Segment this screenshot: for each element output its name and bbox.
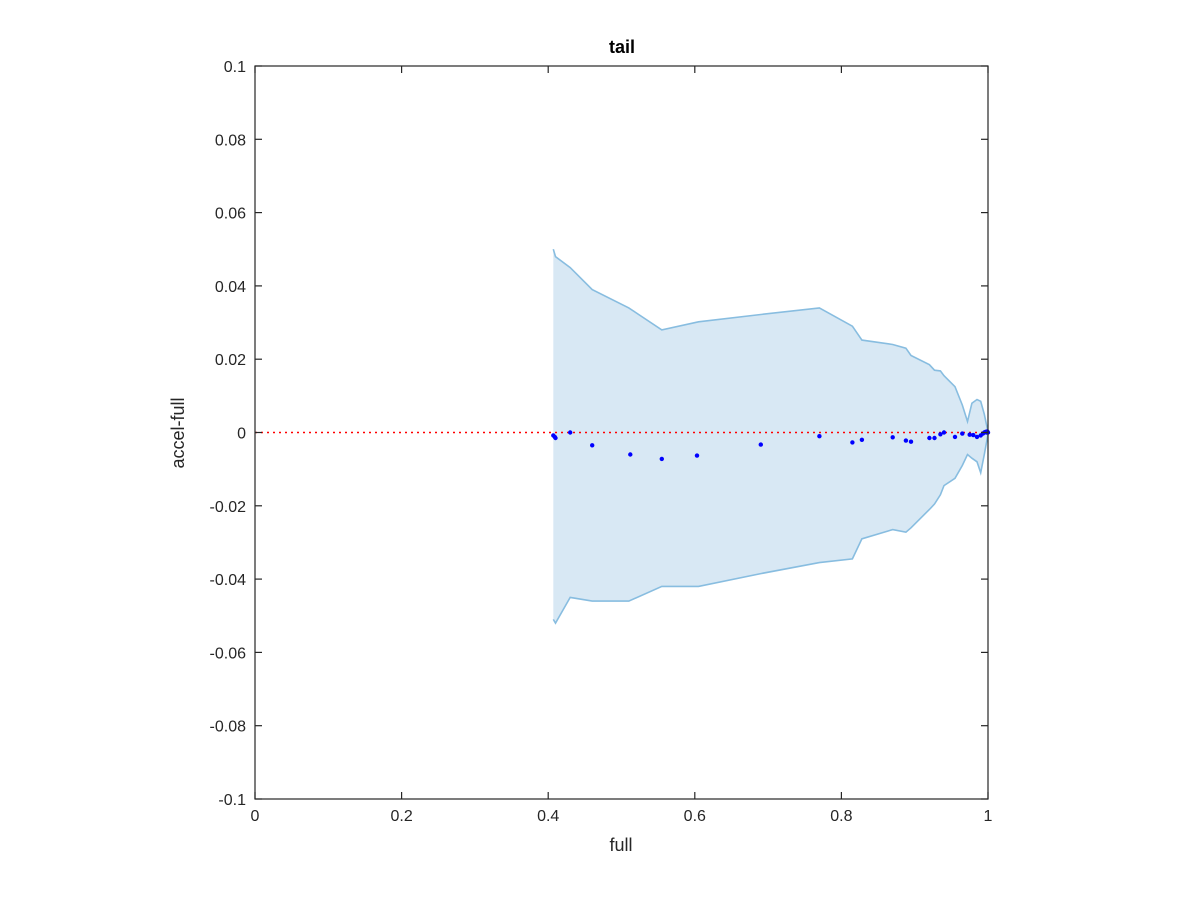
data-point <box>932 435 937 441</box>
data-point <box>890 435 895 440</box>
y-tick-label: 0.04 <box>215 279 246 296</box>
data-point <box>971 432 976 438</box>
y-tick-label: 0.02 <box>215 352 246 369</box>
y-tick-label: -0.02 <box>210 499 247 516</box>
confidence-band <box>552 248 989 625</box>
data-point <box>758 442 763 447</box>
data-point <box>908 439 914 444</box>
data-point <box>590 443 595 448</box>
x-axis-label: full <box>609 835 632 855</box>
data-point <box>941 430 947 435</box>
data-point <box>859 437 865 442</box>
data-point <box>553 435 558 441</box>
y-axis-label: accel-full <box>168 397 188 468</box>
data-point <box>659 456 664 462</box>
data-point <box>974 434 980 440</box>
y-tick-label: 0.08 <box>215 132 246 149</box>
data-point <box>967 432 972 437</box>
data-point <box>817 434 822 439</box>
data-point <box>952 434 958 440</box>
x-tick-label: 0.6 <box>684 808 706 825</box>
y-tick-label: -0.06 <box>210 645 247 662</box>
data-point <box>960 431 965 436</box>
y-tick-label: 0.1 <box>224 59 246 76</box>
data-point <box>568 430 573 435</box>
chart-title: tail <box>609 37 635 57</box>
y-tick-label: -0.08 <box>210 719 247 736</box>
y-tick-label: -0.1 <box>218 792 246 809</box>
y-axis-ticks: -0.1 -0.08 -0.06 -0.04 -0.02 0 0.02 0.04 0.06 0.0… <box>210 59 988 809</box>
data-point <box>628 452 633 457</box>
x-tick-label: 0.8 <box>830 808 852 825</box>
y-tick-label: -0.04 <box>210 572 247 589</box>
data-point <box>938 432 943 437</box>
x-axis-ticks: 0 0.2 0.4 0.6 0.8 1 <box>251 66 993 825</box>
band-lower-edge <box>552 434 989 625</box>
band-area <box>553 249 988 624</box>
data-point <box>694 453 700 458</box>
y-tick-label: 0.06 <box>215 206 246 223</box>
x-tick-label: 0.4 <box>537 808 559 825</box>
x-tick-label: 0.2 <box>390 808 412 825</box>
data-points <box>551 429 991 462</box>
y-tick-label: 0 <box>237 426 246 443</box>
data-point <box>850 440 855 445</box>
x-tick-label: 0 <box>251 808 260 825</box>
band-upper-edge <box>552 248 989 432</box>
x-tick-label: 1 <box>984 808 993 825</box>
data-point <box>927 435 932 441</box>
data-point <box>903 438 909 443</box>
